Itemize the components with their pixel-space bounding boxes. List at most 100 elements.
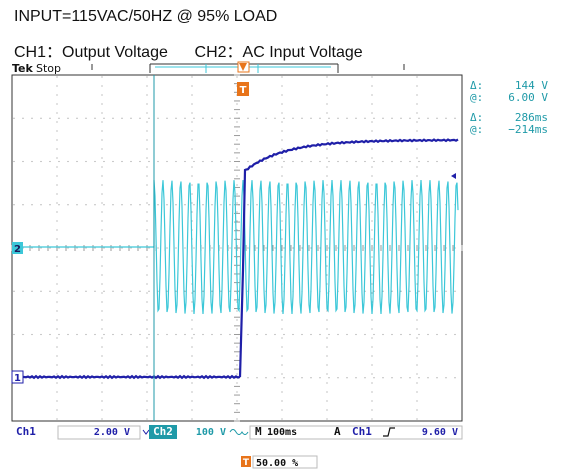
grid-dot bbox=[112, 247, 114, 249]
grid-dot bbox=[193, 290, 195, 292]
grid-dot bbox=[283, 204, 285, 206]
grid-dot bbox=[416, 400, 418, 402]
grid-dot bbox=[391, 377, 393, 379]
grid-dot bbox=[130, 117, 132, 119]
ch1-scale-value[interactable]: 2.00 V bbox=[94, 427, 130, 438]
voltage-delta-label: Δ: bbox=[470, 79, 483, 92]
grid-dot bbox=[146, 112, 148, 114]
time-delta-label: Δ: bbox=[470, 111, 483, 124]
grid-dot bbox=[146, 319, 148, 321]
grid-dot bbox=[56, 121, 58, 123]
grid-dot bbox=[191, 310, 193, 312]
ch2-scale-value[interactable]: 100 V bbox=[196, 427, 226, 438]
grid-dot bbox=[191, 211, 193, 213]
grid-dot bbox=[31, 333, 33, 336]
grid-dot bbox=[326, 157, 328, 159]
time-at-value: −214ms bbox=[508, 123, 548, 136]
grid-dot bbox=[416, 256, 418, 258]
grid-dot bbox=[416, 337, 418, 339]
trigger-position-value[interactable]: 50.00 % bbox=[256, 458, 298, 469]
grid-dot bbox=[56, 166, 58, 168]
grid-dot bbox=[56, 355, 58, 357]
grid-dot bbox=[416, 229, 418, 231]
grid-dot bbox=[371, 166, 373, 168]
grid-dot bbox=[328, 160, 330, 163]
ch1-output-voltage-trace bbox=[15, 138, 459, 380]
grid-dot bbox=[175, 204, 177, 206]
grid-dot bbox=[101, 364, 103, 366]
grid-dot bbox=[56, 202, 58, 204]
grid-dot bbox=[355, 204, 357, 206]
grid-dot bbox=[146, 256, 148, 258]
grid-dot bbox=[148, 333, 150, 336]
grid-dot bbox=[121, 290, 123, 292]
grid-dot bbox=[371, 391, 373, 393]
grid-dot bbox=[371, 319, 373, 321]
grid-dot bbox=[101, 94, 103, 96]
timebase-value[interactable]: 100ms bbox=[267, 427, 297, 438]
grid-dot bbox=[13, 333, 15, 336]
grid-dot bbox=[326, 112, 328, 114]
trigger-mode[interactable]: A bbox=[334, 425, 341, 438]
grid-dot bbox=[337, 160, 339, 163]
grid-dot bbox=[101, 157, 103, 159]
trigger-level-value[interactable]: 9.60 V bbox=[422, 427, 458, 438]
grid-dot bbox=[236, 148, 238, 150]
grid-dot bbox=[184, 247, 186, 249]
grid-dot bbox=[220, 333, 222, 336]
ch2-label[interactable]: Ch2 bbox=[153, 425, 173, 438]
grid-dot bbox=[236, 373, 238, 375]
grid-dot bbox=[94, 204, 96, 206]
grid-dot bbox=[310, 117, 312, 119]
grid-dot bbox=[236, 76, 238, 78]
grid-dot bbox=[427, 290, 429, 292]
grid-dot bbox=[416, 364, 418, 366]
grid-dot bbox=[326, 166, 328, 168]
grid-dot bbox=[94, 290, 96, 292]
grid-dot bbox=[371, 76, 373, 78]
grid-dot bbox=[236, 355, 238, 357]
grid-dot bbox=[56, 175, 58, 177]
grid-dot bbox=[193, 160, 195, 163]
grid-dot bbox=[101, 382, 103, 384]
grid-dot bbox=[310, 160, 312, 163]
grid-dot bbox=[31, 290, 33, 292]
grid-dot bbox=[56, 148, 58, 150]
grid-dot bbox=[101, 328, 103, 330]
grid-dot bbox=[281, 85, 283, 87]
grid-dot bbox=[418, 290, 420, 292]
grid-dot bbox=[121, 204, 123, 206]
grid-dot bbox=[247, 333, 249, 336]
grid-dot bbox=[281, 112, 283, 114]
grid-dot bbox=[101, 283, 103, 285]
grid-dot bbox=[139, 333, 141, 336]
grid-dot bbox=[220, 290, 222, 292]
ch1-label[interactable]: Ch1 bbox=[16, 425, 36, 438]
ch1-ground-marker[interactable]: 1 bbox=[11, 370, 24, 384]
ch2-ac-input-trace bbox=[16, 179, 459, 315]
grid-dot bbox=[326, 85, 328, 87]
grid-dot bbox=[301, 160, 303, 163]
grid-dot bbox=[191, 292, 193, 294]
grid-dot bbox=[146, 274, 148, 276]
grid-dot bbox=[373, 204, 375, 206]
grid-dot bbox=[146, 220, 148, 222]
grid-dot bbox=[191, 301, 193, 303]
grid-dot bbox=[40, 117, 42, 119]
grid-dot bbox=[382, 377, 384, 379]
trigger-source[interactable]: Ch1 bbox=[352, 425, 372, 438]
grid-dot bbox=[319, 333, 321, 336]
grid-dot bbox=[265, 247, 267, 249]
ch2-ground-marker[interactable]: 2 bbox=[12, 242, 23, 255]
grid-dot bbox=[191, 400, 193, 402]
grid-dot bbox=[416, 220, 418, 222]
grid-dot bbox=[56, 400, 58, 402]
grid-dot bbox=[191, 148, 193, 150]
grid-dot bbox=[409, 117, 411, 119]
grid-dot bbox=[326, 130, 328, 132]
grid-dot bbox=[391, 160, 393, 163]
grid-dot bbox=[76, 333, 78, 336]
grid-dot bbox=[58, 160, 60, 163]
grid-dot bbox=[364, 160, 366, 163]
grid-dot bbox=[371, 202, 373, 204]
